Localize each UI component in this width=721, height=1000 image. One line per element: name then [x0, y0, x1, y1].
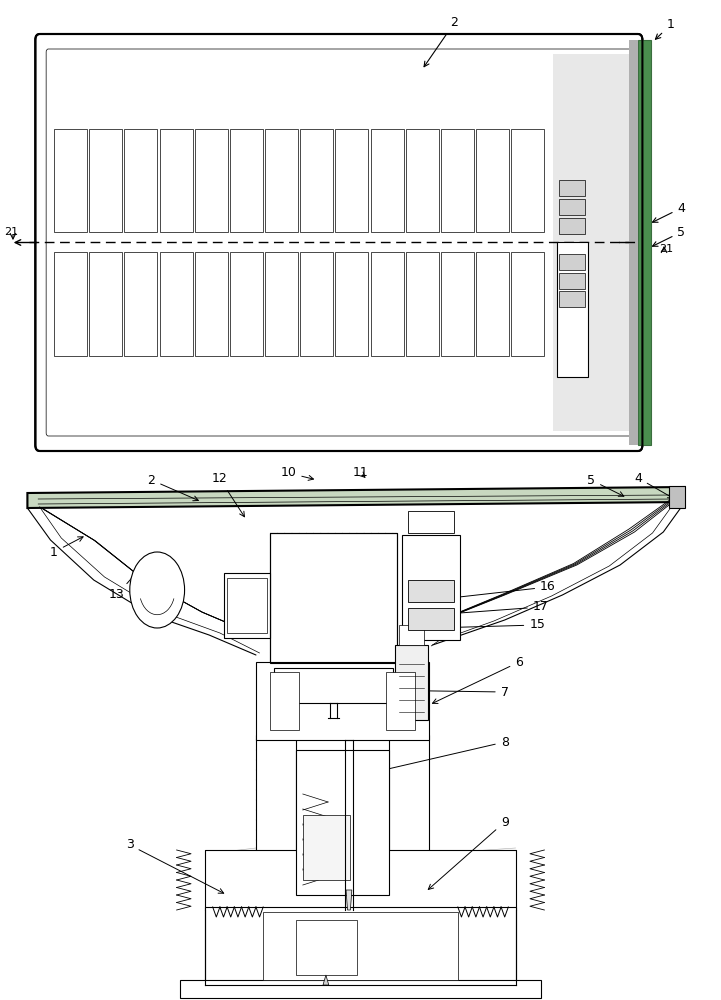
- Bar: [270, 672, 299, 730]
- Bar: [629, 40, 638, 445]
- Bar: [256, 735, 296, 910]
- Bar: [265, 252, 298, 356]
- Bar: [303, 815, 350, 880]
- Bar: [511, 129, 544, 232]
- Bar: [265, 129, 298, 232]
- Bar: [406, 129, 439, 232]
- Bar: [89, 252, 123, 356]
- Text: 8: 8: [379, 736, 509, 772]
- Bar: [638, 40, 651, 445]
- Text: 15: 15: [436, 618, 545, 632]
- Bar: [371, 252, 404, 356]
- FancyBboxPatch shape: [35, 34, 642, 451]
- Text: 3: 3: [126, 838, 224, 893]
- Text: 1: 1: [50, 537, 83, 558]
- Text: 12: 12: [212, 473, 244, 517]
- Bar: [296, 750, 389, 895]
- Bar: [389, 735, 429, 910]
- Bar: [125, 129, 157, 232]
- Text: 21: 21: [659, 244, 673, 254]
- Text: 16: 16: [436, 580, 556, 601]
- Bar: [371, 129, 404, 232]
- Bar: [476, 129, 509, 232]
- Bar: [408, 511, 454, 533]
- Circle shape: [130, 552, 185, 628]
- Text: 5: 5: [587, 474, 624, 496]
- Polygon shape: [323, 975, 329, 985]
- Bar: [559, 199, 585, 215]
- Text: 11: 11: [353, 466, 368, 480]
- Bar: [205, 850, 516, 910]
- Bar: [559, 253, 585, 269]
- Text: 4: 4: [634, 472, 673, 498]
- Bar: [553, 54, 637, 431]
- Polygon shape: [27, 487, 685, 508]
- Bar: [557, 242, 588, 377]
- Text: 2: 2: [424, 16, 458, 67]
- Bar: [227, 578, 267, 633]
- Text: 17: 17: [436, 600, 549, 617]
- Bar: [511, 252, 544, 356]
- Polygon shape: [346, 890, 352, 910]
- Text: 7: 7: [371, 686, 509, 698]
- Bar: [402, 535, 460, 640]
- Text: 6: 6: [433, 656, 523, 703]
- Bar: [386, 672, 415, 730]
- Bar: [195, 252, 228, 356]
- Bar: [406, 252, 439, 356]
- Bar: [180, 980, 541, 998]
- Bar: [296, 920, 357, 975]
- Text: 10: 10: [280, 466, 314, 480]
- Bar: [195, 129, 228, 232]
- Text: 1: 1: [655, 18, 674, 39]
- Bar: [476, 252, 509, 356]
- Bar: [335, 129, 368, 232]
- Bar: [559, 218, 585, 234]
- Bar: [408, 608, 454, 630]
- Bar: [270, 533, 397, 663]
- Text: 2: 2: [148, 474, 198, 501]
- Bar: [230, 129, 263, 232]
- Bar: [224, 573, 270, 638]
- Text: 9: 9: [428, 816, 508, 889]
- Bar: [335, 252, 368, 356]
- Bar: [559, 291, 585, 307]
- Text: 13: 13: [109, 571, 138, 601]
- Bar: [125, 252, 157, 356]
- Bar: [230, 252, 263, 356]
- Bar: [441, 252, 474, 356]
- Bar: [399, 625, 424, 645]
- Bar: [441, 129, 474, 232]
- Bar: [408, 580, 454, 602]
- Bar: [205, 907, 516, 985]
- Bar: [256, 662, 429, 740]
- Bar: [54, 252, 87, 356]
- Bar: [274, 668, 393, 703]
- Bar: [89, 129, 123, 232]
- Bar: [54, 129, 87, 232]
- Bar: [395, 645, 428, 720]
- Bar: [159, 129, 193, 232]
- Bar: [270, 533, 397, 663]
- Text: 4: 4: [653, 202, 685, 222]
- Bar: [301, 129, 333, 232]
- Bar: [559, 180, 585, 196]
- Text: 21: 21: [4, 227, 18, 237]
- Bar: [669, 486, 685, 508]
- Bar: [301, 252, 333, 356]
- Text: 5: 5: [653, 226, 686, 246]
- Bar: [159, 252, 193, 356]
- Bar: [559, 272, 585, 288]
- Bar: [263, 912, 458, 980]
